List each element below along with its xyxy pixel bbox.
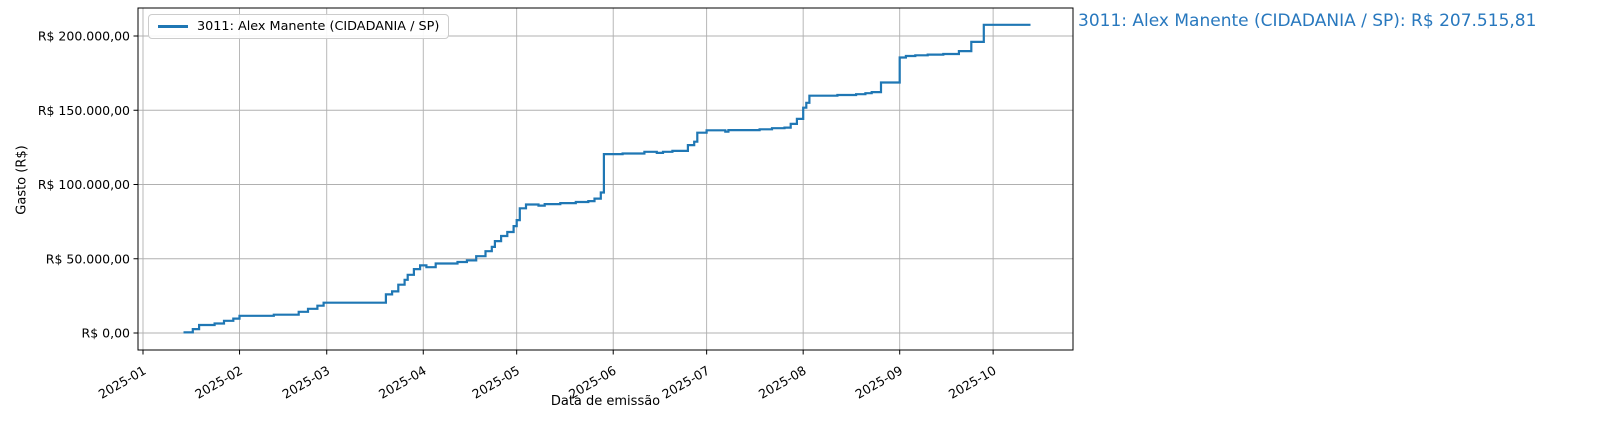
y-tick-label: R$ 50.000,00 bbox=[46, 251, 130, 266]
x-axis-title: Data de emissão bbox=[550, 394, 661, 409]
grid-lines bbox=[138, 8, 1073, 350]
y-axis-title: Gasto (R$) bbox=[14, 145, 30, 215]
plot-frame-border bbox=[137, 7, 1074, 351]
cumulative-spending-step-line bbox=[183, 23, 1031, 334]
legend-series-label: 3011: Alex Manente (CIDADANIA / SP) bbox=[197, 19, 440, 34]
y-tick-label: R$ 150.000,00 bbox=[38, 103, 130, 118]
y-tick-label: R$ 100.000,00 bbox=[38, 177, 130, 192]
y-tick-label: R$ 0,00 bbox=[82, 326, 130, 341]
axis-tick-labels: 2025-01 2025-02 2025-03 2025-04 2025-05 2025-… bbox=[38, 29, 999, 402]
series-total-annotation: 3011: Alex Manente (CIDADANIA / SP): R$ … bbox=[1078, 11, 1537, 31]
y-tick-label: R$ 200.000,00 bbox=[38, 29, 130, 44]
chart-legend: 3011: Alex Manente (CIDADANIA / SP) bbox=[148, 14, 450, 39]
legend-line-swatch bbox=[158, 25, 188, 28]
axis-tick-marks bbox=[133, 35, 994, 355]
